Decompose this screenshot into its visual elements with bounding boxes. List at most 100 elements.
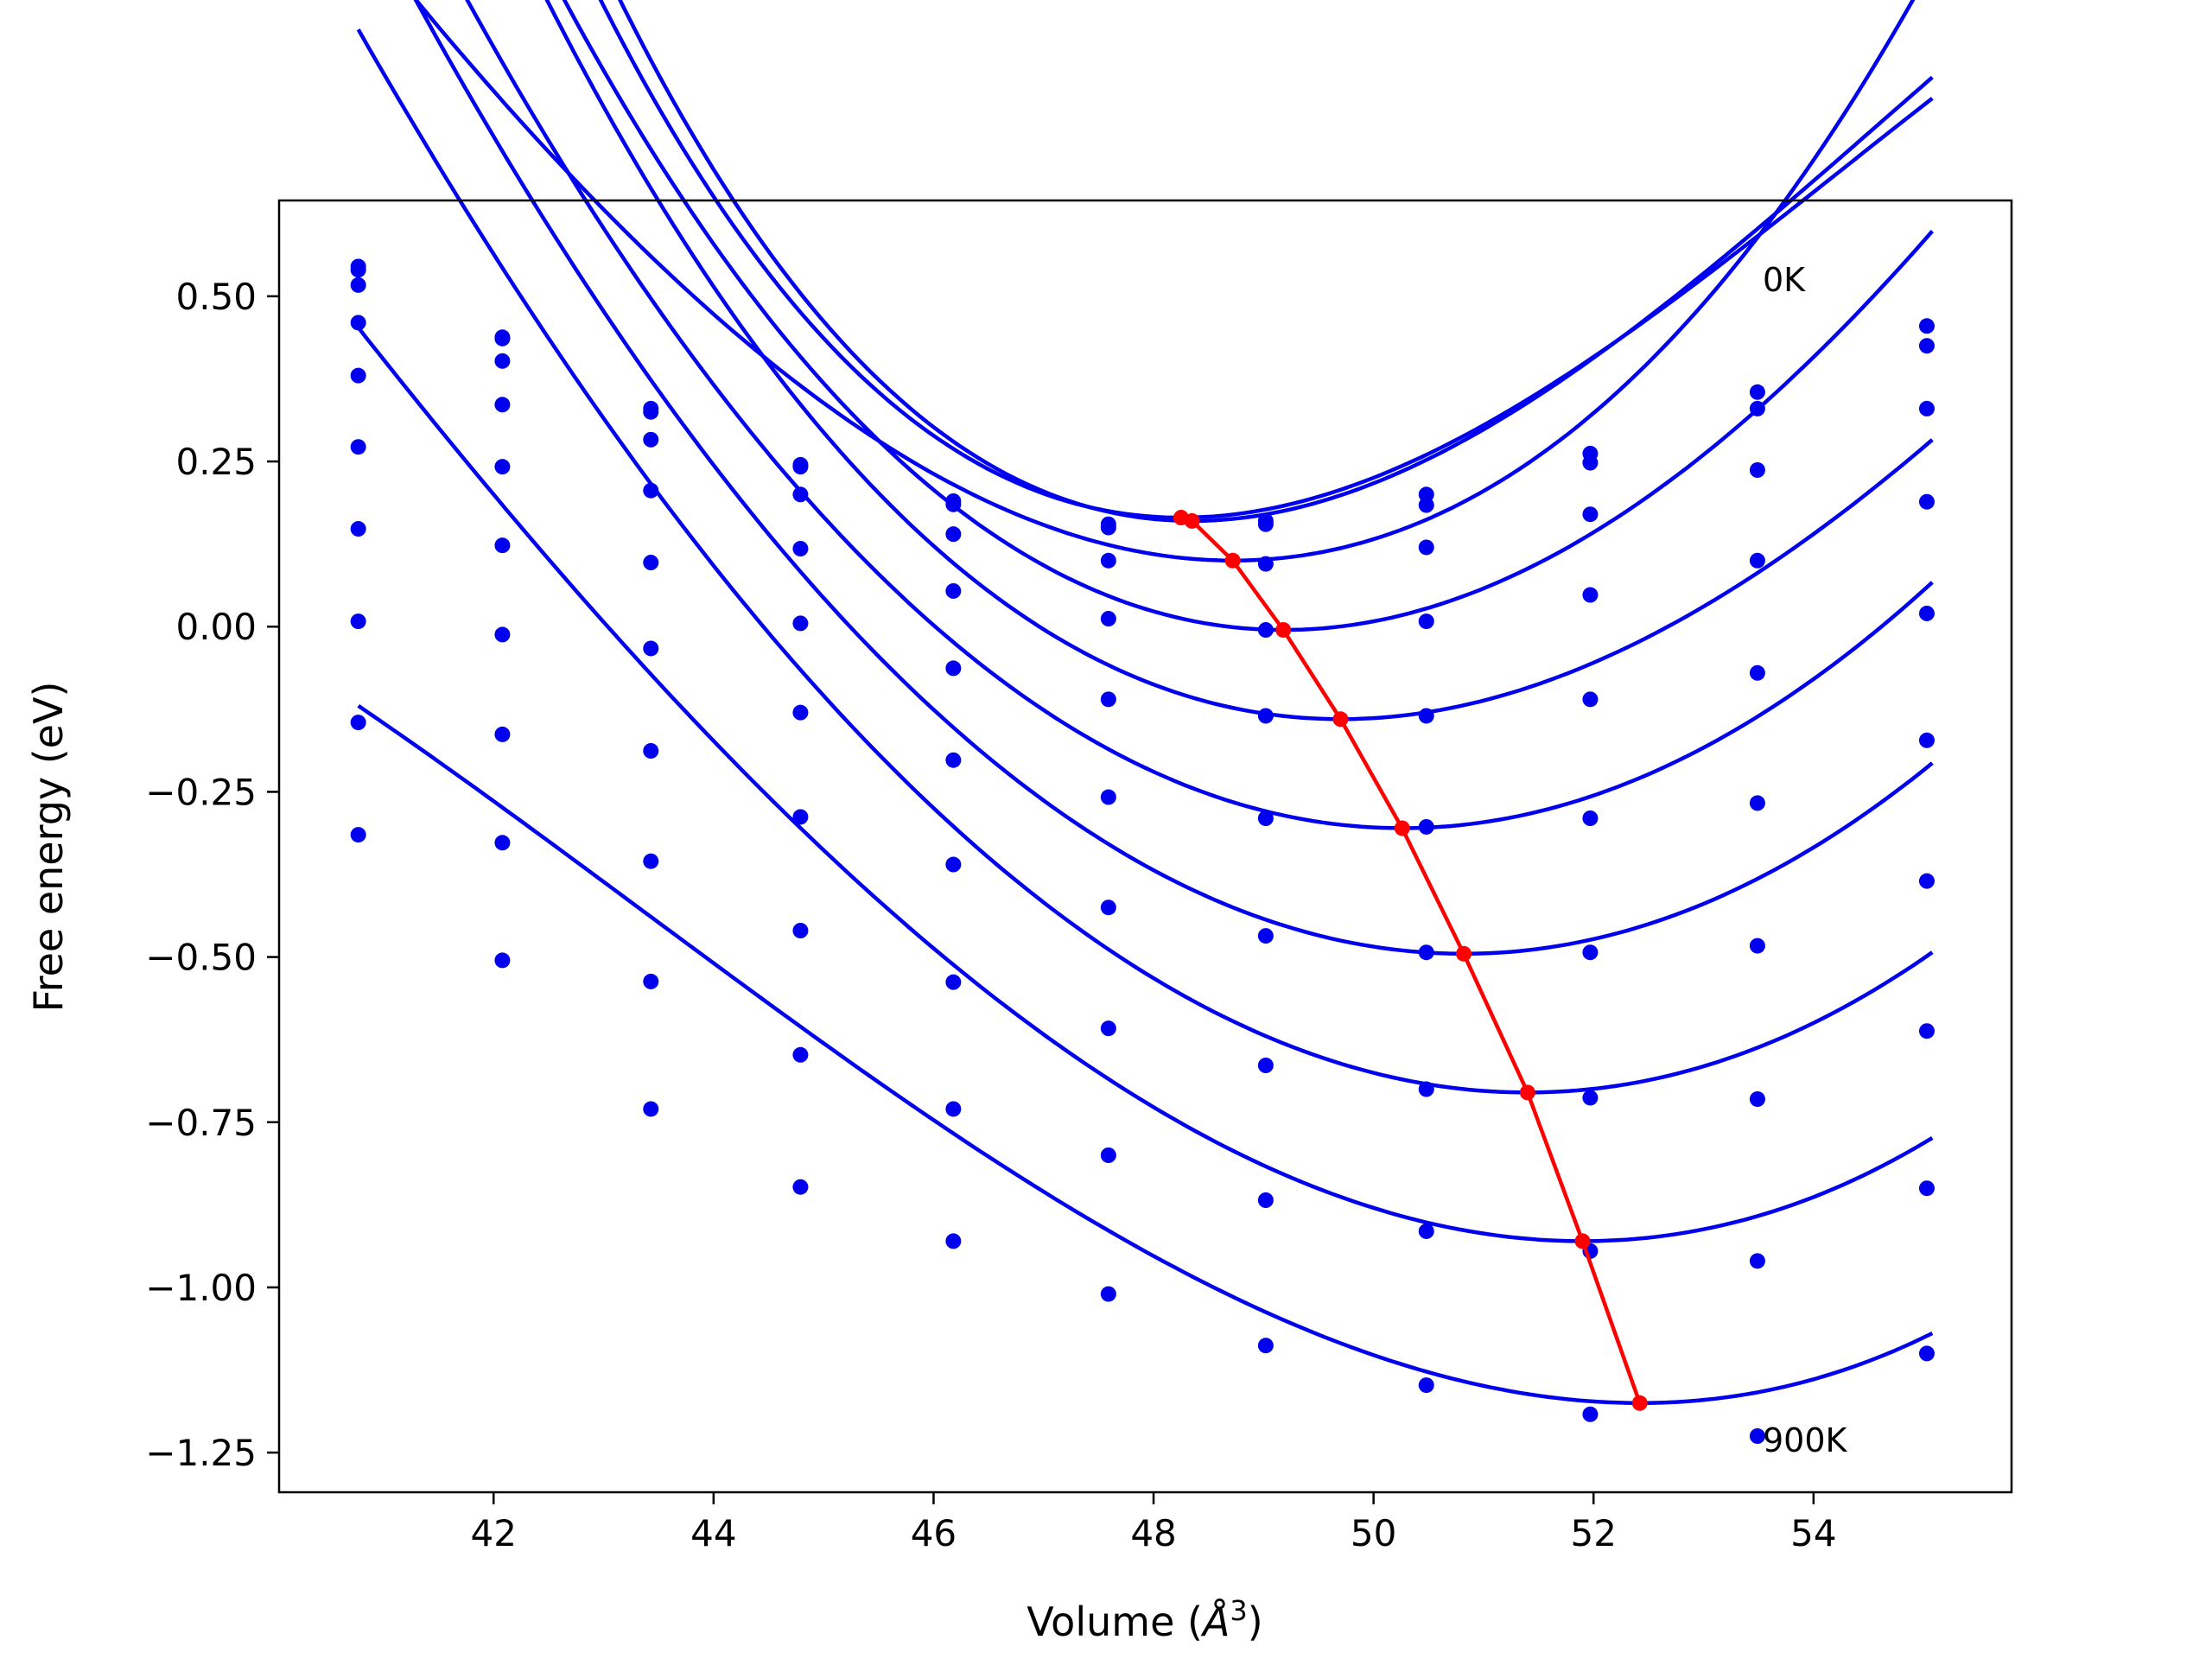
data-point-200k-5 — [1100, 552, 1116, 569]
data-point-100k-1 — [494, 329, 511, 346]
data-point-400k-4 — [945, 660, 962, 677]
data-point-200k-1 — [494, 353, 511, 369]
fit-curve-200k — [413, 0, 1916, 563]
data-point-900k-10 — [1918, 1345, 1935, 1362]
data-point-800k-4 — [945, 1101, 962, 1117]
data-point-500k-6 — [1257, 810, 1274, 826]
fit-curve-700k — [356, 28, 1934, 1095]
data-point-600k-9 — [1749, 938, 1765, 954]
data-point-700k-10 — [1918, 1023, 1935, 1039]
x-tick-label-42: 42 — [471, 1512, 517, 1554]
data-point-300k-5 — [1100, 611, 1116, 627]
data-point-600k-3 — [792, 809, 809, 825]
data-point-500k-0 — [350, 439, 366, 455]
data-point-900k-4 — [945, 1233, 962, 1249]
data-point-200k-2 — [643, 431, 659, 448]
data-point-300k-9 — [1749, 552, 1765, 569]
data-point-200k-7 — [1418, 539, 1434, 556]
data-point-500k-9 — [1749, 795, 1765, 811]
equilibrium-point-7 — [1519, 1084, 1535, 1101]
x-tick-label-48: 48 — [1130, 1512, 1176, 1554]
data-point-200k-8 — [1582, 506, 1599, 523]
data-point-600k-6 — [1257, 928, 1274, 944]
data-point-800k-10 — [1918, 1180, 1935, 1197]
data-point-200k-10 — [1918, 400, 1935, 416]
y-tick-label-4: −0.50 — [145, 937, 257, 979]
data-point-700k-7 — [1418, 1081, 1434, 1097]
fit-curve-500k — [465, 0, 1934, 830]
data-point-900k-7 — [1418, 1377, 1434, 1394]
data-point-300k-4 — [945, 582, 962, 599]
annotation-900k: 900K — [1763, 1421, 1848, 1459]
data-point-900k-8 — [1582, 1406, 1599, 1422]
data-point-300k-3 — [792, 541, 809, 556]
x-tick-label-44: 44 — [690, 1512, 736, 1554]
data-point-500k-7 — [1418, 818, 1434, 835]
fit-curve-400k — [544, 0, 1934, 721]
data-point-800k-6 — [1257, 1192, 1274, 1208]
data-point-300k-8 — [1582, 587, 1599, 603]
axes-frame — [277, 199, 2013, 1494]
data-point-800k-1 — [494, 835, 511, 851]
data-point-500k-8 — [1582, 810, 1599, 826]
data-point-800k-2 — [643, 973, 659, 989]
data-point-0k-9 — [1749, 384, 1765, 400]
equilibrium-point-9 — [1631, 1395, 1648, 1411]
data-point-900k-1 — [494, 952, 511, 969]
annotation-0k: 0K — [1763, 261, 1806, 299]
data-point-500k-3 — [792, 704, 809, 721]
data-point-200k-9 — [1749, 462, 1765, 478]
equilibrium-line — [1180, 515, 1642, 1404]
y-tick-label-6: −1.00 — [145, 1267, 257, 1309]
data-point-500k-4 — [945, 752, 962, 768]
data-point-100k-10 — [1918, 338, 1935, 354]
data-point-500k-5 — [1100, 789, 1116, 805]
y-tick-label-3: −0.25 — [145, 771, 257, 813]
data-point-400k-9 — [1749, 664, 1765, 681]
x-tick-label-54: 54 — [1790, 1512, 1836, 1554]
data-point-800k-5 — [1100, 1147, 1116, 1163]
y-axis-label: Free energy (eV) — [25, 682, 72, 1013]
data-point-300k-1 — [494, 397, 511, 413]
data-point-100k-3 — [792, 459, 809, 475]
data-point-900k-9 — [1749, 1428, 1765, 1444]
data-point-0k-10 — [1918, 318, 1935, 334]
data-point-500k-10 — [1918, 732, 1935, 748]
fit-curve-600k — [413, 0, 1934, 957]
data-point-500k-1 — [494, 537, 511, 554]
data-point-400k-2 — [643, 555, 659, 571]
data-point-100k-8 — [1582, 454, 1599, 471]
equilibrium-point-2 — [1224, 552, 1241, 569]
data-point-700k-6 — [1257, 1058, 1274, 1073]
data-point-200k-4 — [945, 526, 962, 543]
data-point-300k-7 — [1418, 613, 1434, 630]
data-point-300k-10 — [1918, 493, 1935, 510]
equilibrium-point-1 — [1184, 512, 1200, 529]
y-tick-label-2: 0.00 — [175, 606, 257, 648]
data-point-600k-10 — [1918, 873, 1935, 889]
data-point-600k-1 — [494, 626, 511, 643]
data-point-700k-8 — [1582, 1090, 1599, 1106]
equilibrium-point-3 — [1275, 622, 1292, 639]
x-tick-label-52: 52 — [1571, 1512, 1617, 1554]
y-tick-label-1: 0.25 — [175, 441, 257, 483]
data-point-500k-2 — [643, 640, 659, 657]
data-point-200k-0 — [350, 276, 366, 293]
x-axis: 42 44 46 48 50 52 54 — [471, 1492, 1837, 1554]
equilibrium-point-8 — [1574, 1233, 1591, 1249]
data-point-100k-0 — [350, 262, 366, 278]
data-point-700k-3 — [792, 923, 809, 938]
data-point-600k-8 — [1582, 944, 1599, 961]
data-point-400k-0 — [350, 367, 366, 384]
data-point-600k-7 — [1418, 944, 1434, 961]
equilibrium-point-5 — [1394, 820, 1410, 836]
data-point-600k-0 — [350, 521, 366, 537]
equilibrium-point-4 — [1332, 711, 1349, 728]
data-point-800k-0 — [350, 715, 366, 731]
equilibrium-point-6 — [1456, 945, 1472, 962]
fit-curve-800k — [356, 326, 1934, 1243]
data-point-100k-7 — [1418, 497, 1434, 513]
data-point-900k-0 — [350, 827, 366, 843]
x-tick-label-46: 46 — [911, 1512, 957, 1554]
